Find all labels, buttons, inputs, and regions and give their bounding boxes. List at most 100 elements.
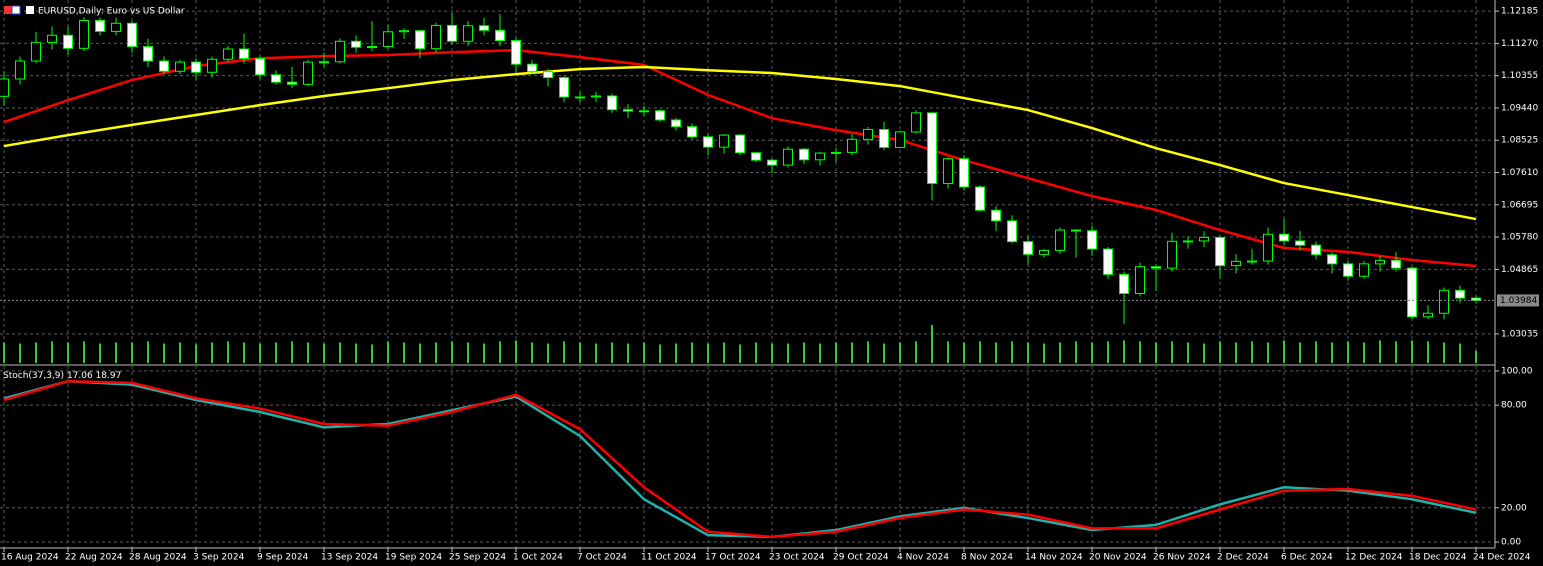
candle-body [527, 63, 537, 73]
y-tick-label: 1.06695 [1501, 200, 1538, 210]
candle-body [607, 95, 617, 111]
candle-body [447, 24, 457, 42]
y-tick-label: 1.05780 [1501, 233, 1538, 243]
stochastic-line [3, 379, 1477, 539]
candle-body [687, 126, 697, 138]
candle-body [1087, 230, 1097, 250]
x-tick-label: 28 Aug 2024 [129, 553, 187, 563]
candle-body [479, 25, 489, 31]
candle-body [111, 22, 121, 32]
x-tick-label: 4 Nov 2024 [897, 553, 949, 563]
candle-body [415, 30, 425, 50]
current-price-label: 1.03984 [1500, 296, 1537, 306]
x-tick-label: 3 Sep 2024 [193, 553, 245, 563]
candle-body [1407, 267, 1417, 318]
candle-body [335, 40, 345, 63]
candle-body [1007, 220, 1017, 243]
candle-body [175, 61, 185, 72]
current-price-box [1497, 294, 1539, 307]
candle-body [831, 151, 841, 154]
candle-body [991, 209, 1001, 222]
x-tick-label: 17 Oct 2024 [705, 553, 761, 563]
stochastic-line [3, 379, 1477, 539]
candle-body [1167, 240, 1177, 269]
candle-body [303, 61, 313, 85]
y-tick-label: 1.09440 [1501, 103, 1538, 113]
x-tick-label: 19 Sep 2024 [385, 553, 442, 563]
candle-body [719, 134, 729, 148]
x-tick-label: 18 Dec 2024 [1409, 553, 1467, 563]
candle-body [79, 19, 89, 49]
candle-body [1023, 241, 1033, 255]
candle-body [783, 148, 793, 166]
candle-body [463, 25, 473, 42]
candle-body [975, 186, 985, 211]
indicator-label: Stoch(37,3,9) 17.06 18.97 [3, 371, 121, 381]
candle-body [1247, 260, 1257, 263]
candle-body [1439, 289, 1449, 314]
y-tick-label: 1.10355 [1501, 71, 1538, 81]
candle-body [1423, 312, 1433, 318]
moving-average [3, 65, 1477, 221]
candle-body [847, 138, 857, 153]
x-tick-label: 26 Nov 2024 [1153, 553, 1211, 563]
candle-body [879, 128, 889, 148]
candle-body [1215, 236, 1225, 267]
x-tick-label: 23 Oct 2024 [769, 553, 825, 563]
flag-icon [11, 5, 21, 15]
indicator-value: 17.06 [67, 371, 93, 381]
candle-body [143, 46, 153, 62]
indicator-name: Stoch(37,3,9) [3, 371, 64, 381]
y-tick-label: 100.00 [1501, 366, 1533, 376]
candle-body [767, 159, 777, 166]
candle-body [815, 152, 825, 161]
candle-body [911, 112, 921, 133]
candle-body [1327, 254, 1337, 265]
candle-body [255, 58, 265, 76]
candle-body [863, 128, 873, 140]
candle-body [623, 109, 633, 112]
candle-body [159, 60, 169, 72]
x-tick-label: 24 Dec 2024 [1473, 553, 1531, 563]
x-tick-label: 9 Sep 2024 [257, 553, 309, 563]
x-tick-label: 1 Oct 2024 [513, 553, 563, 563]
x-tick-label: 22 Aug 2024 [65, 553, 123, 563]
candle-body [655, 110, 665, 121]
y-tick-label: 1.12185 [1501, 7, 1538, 17]
candle-body [1455, 289, 1465, 299]
candle-body [1119, 273, 1129, 295]
candle-body [1263, 233, 1273, 262]
candle-body [207, 58, 217, 73]
candle-body [399, 30, 409, 33]
x-tick-label: 14 Nov 2024 [1025, 553, 1083, 563]
x-tick-label: 11 Oct 2024 [641, 553, 697, 563]
candle-body [287, 81, 297, 85]
candle-body [95, 19, 105, 32]
candle-body [63, 34, 73, 49]
candle-body [0, 78, 9, 97]
y-tick-label: 1.07610 [1501, 168, 1538, 178]
y-tick-label: 1.11270 [1501, 39, 1538, 49]
candle-body [1071, 229, 1081, 232]
candle-body [543, 71, 553, 79]
candle-body [383, 31, 393, 48]
candle-body [239, 48, 249, 60]
y-tick-label: 1.03035 [1501, 329, 1538, 339]
candle-body [575, 96, 585, 99]
candle-body [703, 136, 713, 148]
candle-body [1135, 266, 1145, 295]
y-tick-label: 1.08525 [1501, 136, 1538, 146]
x-tick-label: 16 Aug 2024 [1, 553, 59, 563]
candle-body [1183, 240, 1193, 243]
candle-body [591, 95, 601, 98]
candle-body [735, 134, 745, 154]
candle-body [511, 40, 521, 65]
candle-body [895, 131, 905, 148]
candle-body [751, 152, 761, 161]
candle-body [1391, 259, 1401, 269]
candle-body [1375, 259, 1385, 265]
candle-body [1295, 240, 1305, 246]
candle-body [959, 158, 969, 188]
